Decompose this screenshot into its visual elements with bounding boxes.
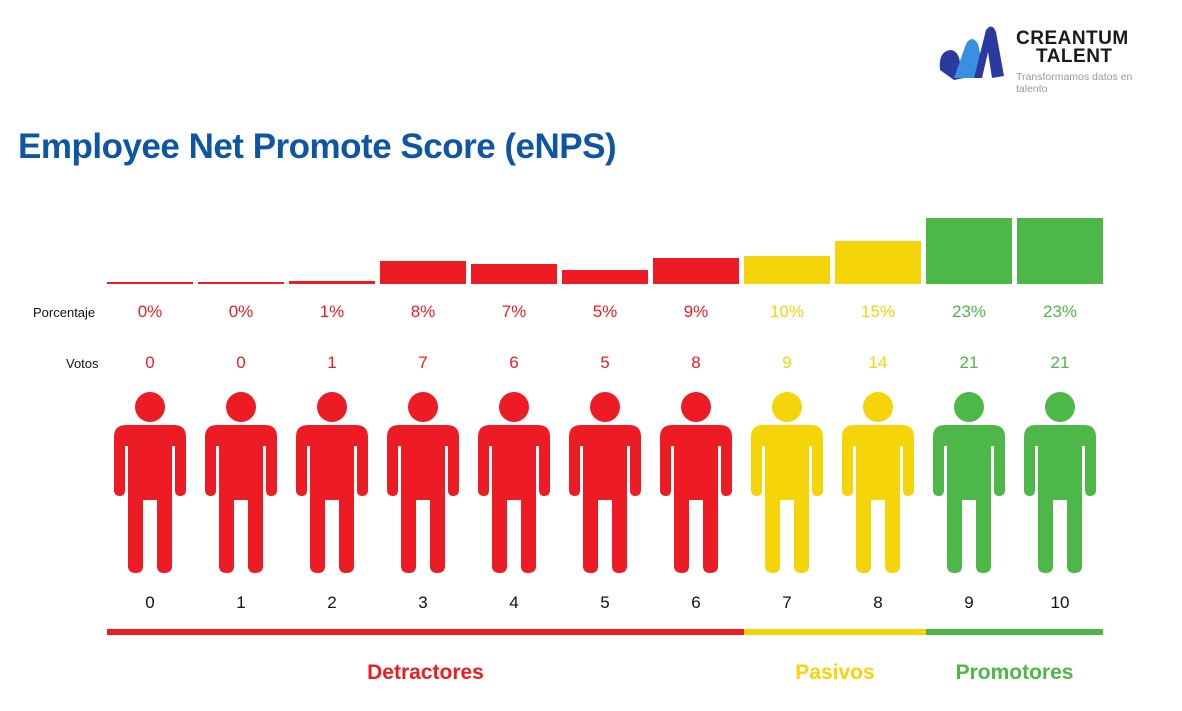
score-tick-label: 1 (236, 593, 246, 612)
group-label-detractor: Detractores (367, 661, 484, 684)
score-tick-label: 0 (145, 593, 155, 612)
votes-label: 8 (691, 353, 701, 372)
bar (926, 218, 1012, 284)
logo: CREANTUM TALENT Transformamos datos en t… (936, 22, 1166, 95)
logo-mark-icon (939, 26, 1004, 80)
score-tick-label: 9 (964, 593, 974, 612)
votes-label: 6 (509, 353, 519, 372)
bar (835, 241, 921, 284)
percent-label: 1% (319, 302, 345, 321)
bar (107, 282, 193, 284)
score-tick-label: 5 (600, 593, 610, 612)
bar (289, 281, 375, 284)
bar (1017, 218, 1103, 284)
percent-label: 5% (592, 302, 618, 321)
percent-label: 23% (951, 302, 987, 321)
percent-label: 0% (228, 302, 254, 321)
score-tick-label: 2 (327, 593, 337, 612)
score-tick-label: 4 (509, 593, 519, 612)
person-icon (114, 392, 186, 573)
votes-label: 14 (868, 353, 888, 372)
percent-label: 0% (137, 302, 163, 321)
votes-label: 1 (327, 353, 337, 372)
bar (380, 261, 466, 284)
person-icon (751, 392, 823, 573)
votes-label: 0 (145, 353, 155, 372)
votes-label: 0 (236, 353, 246, 372)
group-label-passive: Pasivos (795, 661, 875, 684)
bar (653, 258, 739, 284)
score-tick-label: 6 (691, 593, 701, 612)
person-icon (842, 392, 914, 573)
bar (562, 269, 648, 284)
person-icon (660, 392, 732, 573)
percent-label: 10% (769, 302, 805, 321)
page-title: Employee Net Promote Score (eNPS) (18, 127, 617, 166)
percent-label: 15% (860, 302, 896, 321)
percent-label: 9% (683, 302, 709, 321)
person-icon (569, 392, 641, 573)
person-icon (387, 392, 459, 573)
votes-row-label: Votos (66, 356, 99, 371)
votes-label: 21 (959, 353, 979, 372)
person-icon (478, 392, 550, 573)
person-icon (296, 392, 368, 573)
person-icon (205, 392, 277, 573)
group-label-promoter: Promotores (955, 661, 1074, 684)
person-icon (1024, 392, 1096, 573)
votes-label: 7 (418, 353, 428, 372)
votes-label: 9 (782, 353, 792, 372)
votes-label: 21 (1050, 353, 1070, 372)
bar (471, 264, 557, 284)
votes-label: 5 (600, 353, 610, 372)
score-tick-label: 8 (873, 593, 883, 612)
score-tick-label: 3 (418, 593, 428, 612)
percent-row-label: Porcentaje (33, 305, 96, 320)
group-line-promoter (926, 629, 1103, 635)
bar (198, 282, 284, 284)
group-line-detractor (107, 629, 744, 635)
score-tick-label: 7 (782, 593, 792, 612)
bar (744, 255, 830, 284)
percent-label: 7% (501, 302, 527, 321)
percent-label: 23% (1042, 302, 1078, 321)
group-line-passive (744, 629, 926, 635)
percent-label: 8% (410, 302, 436, 321)
score-tick-label: 10 (1050, 593, 1070, 612)
person-icon (933, 392, 1005, 573)
